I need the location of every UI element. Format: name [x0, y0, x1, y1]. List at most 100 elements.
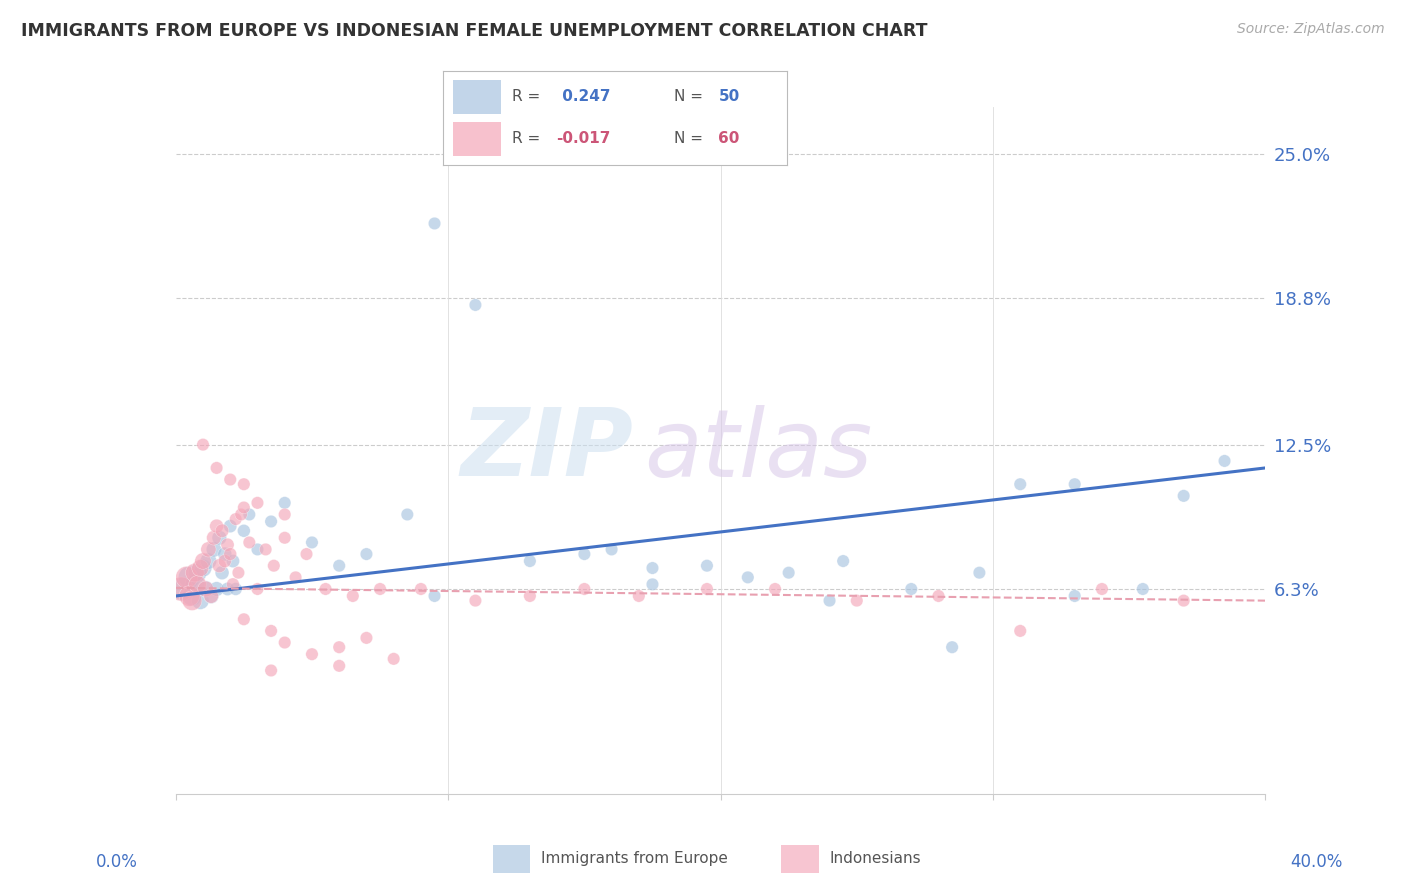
Text: R =: R =: [512, 89, 540, 104]
Point: [186, 577, 209, 591]
Point: [641, 577, 664, 591]
Point: [356, 547, 378, 561]
Point: [205, 461, 228, 475]
Point: [228, 566, 250, 580]
Point: [260, 515, 283, 529]
Point: [170, 582, 193, 596]
Point: [254, 542, 277, 557]
Point: [600, 542, 623, 557]
Point: [368, 582, 391, 596]
Point: [232, 477, 254, 491]
Point: [832, 554, 855, 568]
Point: [184, 577, 207, 591]
Point: [1063, 589, 1085, 603]
Point: [274, 531, 297, 545]
Point: [197, 542, 219, 557]
Point: [232, 612, 254, 626]
Point: [519, 554, 541, 568]
Point: [274, 508, 297, 522]
Point: [928, 589, 950, 603]
Point: [274, 635, 297, 649]
Point: [200, 589, 222, 603]
Point: [194, 582, 217, 596]
Point: [1010, 624, 1032, 638]
Point: [232, 524, 254, 538]
Point: [246, 542, 269, 557]
Text: N =: N =: [673, 89, 703, 104]
Point: [225, 582, 247, 596]
Point: [696, 558, 718, 573]
Point: [464, 593, 486, 607]
Point: [214, 547, 236, 561]
Point: [274, 496, 297, 510]
Point: [217, 582, 239, 596]
Point: [173, 582, 195, 596]
Bar: [492, 845, 530, 872]
Text: -0.017: -0.017: [557, 131, 612, 146]
Point: [328, 658, 350, 673]
Point: [737, 570, 759, 584]
Text: 0.0%: 0.0%: [96, 853, 138, 871]
Point: [696, 582, 718, 596]
Point: [225, 512, 247, 526]
Point: [208, 558, 231, 573]
Text: N =: N =: [673, 131, 703, 146]
Point: [1010, 477, 1032, 491]
Point: [1063, 477, 1085, 491]
Point: [217, 538, 239, 552]
Point: [284, 570, 307, 584]
Point: [191, 561, 214, 575]
Text: atlas: atlas: [644, 405, 873, 496]
Point: [641, 561, 664, 575]
Point: [181, 593, 204, 607]
Point: [208, 531, 231, 545]
Bar: [782, 845, 818, 872]
Point: [1091, 582, 1114, 596]
Point: [205, 582, 228, 596]
Point: [423, 217, 446, 231]
Point: [179, 570, 201, 584]
Point: [315, 582, 337, 596]
Point: [231, 508, 253, 522]
Point: [179, 589, 201, 603]
Point: [186, 566, 209, 580]
Point: [969, 566, 991, 580]
Text: Immigrants from Europe: Immigrants from Europe: [541, 851, 728, 866]
Point: [176, 570, 198, 584]
Point: [181, 589, 204, 603]
Point: [246, 496, 269, 510]
Point: [184, 566, 207, 580]
Point: [219, 547, 242, 561]
Point: [574, 582, 596, 596]
Point: [202, 542, 225, 557]
Point: [382, 652, 405, 666]
Point: [263, 558, 285, 573]
Point: [246, 582, 269, 596]
Point: [519, 589, 541, 603]
Point: [188, 561, 211, 575]
Point: [194, 582, 217, 596]
Point: [342, 589, 364, 603]
Text: 40.0%: 40.0%: [1291, 853, 1343, 871]
Point: [197, 554, 219, 568]
Bar: [453, 79, 502, 113]
Point: [301, 647, 323, 661]
Text: 50: 50: [718, 89, 740, 104]
Point: [238, 535, 260, 549]
Point: [396, 508, 419, 522]
Point: [260, 624, 283, 638]
Text: 60: 60: [718, 131, 740, 146]
Point: [1173, 489, 1195, 503]
Point: [191, 437, 214, 451]
Point: [295, 547, 318, 561]
Point: [301, 535, 323, 549]
Point: [188, 593, 211, 607]
Point: [818, 593, 841, 607]
Point: [627, 589, 650, 603]
Point: [900, 582, 922, 596]
Text: 0.247: 0.247: [557, 89, 610, 104]
Point: [191, 554, 214, 568]
Point: [260, 664, 283, 678]
Point: [328, 640, 350, 655]
Point: [1173, 593, 1195, 607]
